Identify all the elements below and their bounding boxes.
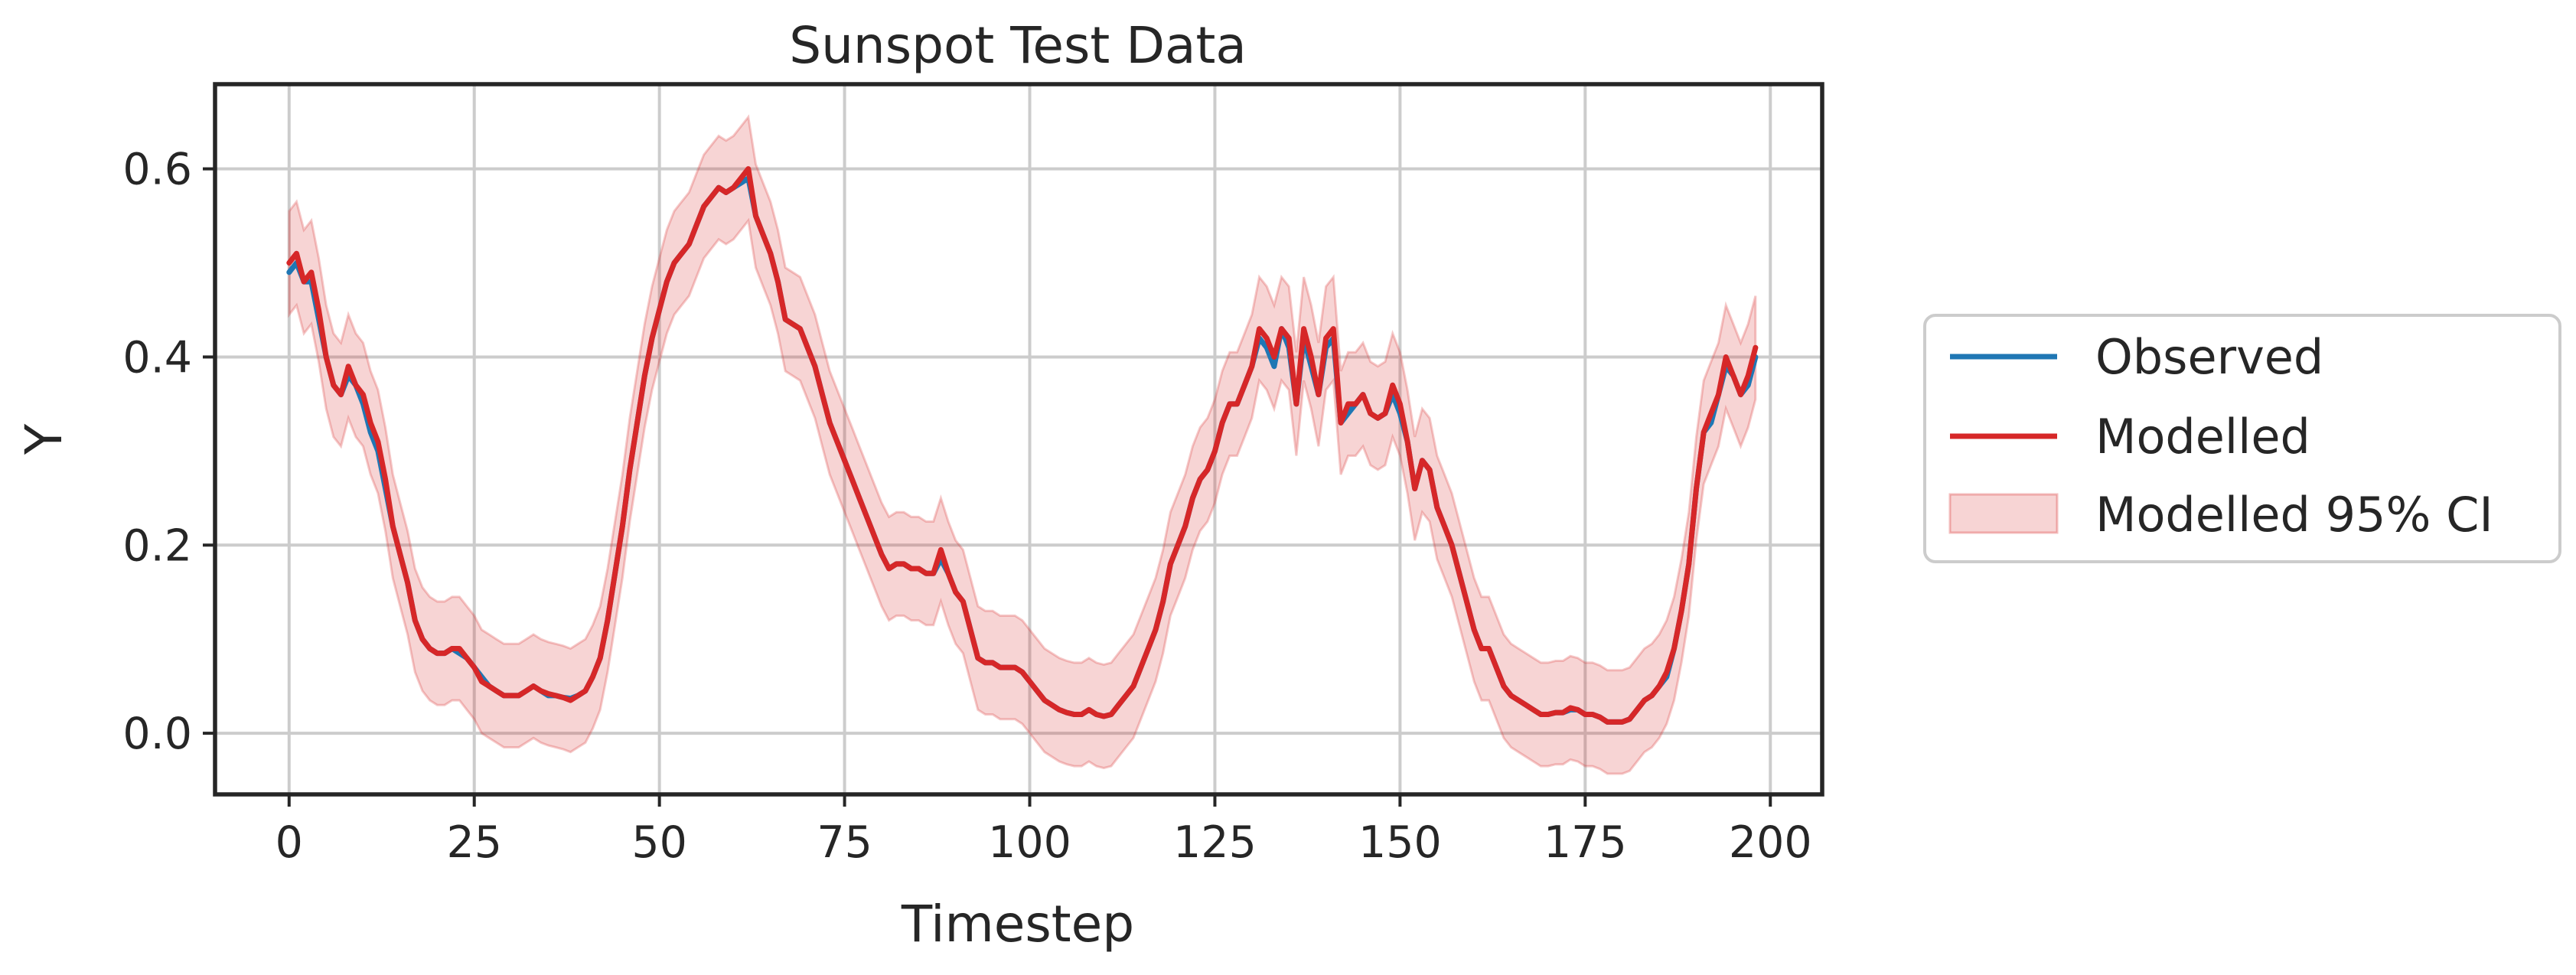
y-tick-label: 0.6 xyxy=(122,145,192,195)
legend-frame xyxy=(1923,314,2561,563)
legend-label-ci: Modelled 95% CI xyxy=(2095,487,2493,543)
series-layer xyxy=(286,166,1759,725)
ci-band xyxy=(288,114,1757,775)
x-axis-label: Timestep xyxy=(901,895,1134,954)
y-axis-ticks: 0.0 0.2 0.4 0.6 xyxy=(122,145,215,759)
x-tick-label: 150 xyxy=(1358,817,1442,868)
legend-label-modelled: Modelled xyxy=(2095,409,2310,465)
x-tick-label: 125 xyxy=(1173,817,1257,868)
plot-frame xyxy=(213,82,1824,797)
legend: Observed Modelled Modelled 95% CI xyxy=(1923,314,2561,563)
x-tick-label: 100 xyxy=(988,817,1071,868)
y-tick-label: 0.2 xyxy=(122,520,192,571)
x-tick-label: 50 xyxy=(631,817,687,868)
x-tick-label: 200 xyxy=(1729,817,1812,868)
chart-title: Sunspot Test Data xyxy=(789,16,1247,75)
modelled-line xyxy=(286,166,1759,725)
x-tick-label: 75 xyxy=(817,817,872,868)
legend-swatch-ci xyxy=(1948,493,2059,534)
y-tick-label: 0.0 xyxy=(122,709,192,759)
x-tick-label: 175 xyxy=(1544,817,1627,868)
legend-label-observed: Observed xyxy=(2095,329,2323,385)
x-tick-label: 25 xyxy=(446,817,502,868)
y-axis-label: Y xyxy=(15,423,73,455)
ci-band-layer xyxy=(288,114,1757,775)
x-axis-ticks: 0 25 50 75 100 125 150 175 200 xyxy=(276,794,1812,868)
x-tick-label: 0 xyxy=(276,817,303,868)
y-tick-label: 0.4 xyxy=(122,332,192,383)
grid-layer xyxy=(215,84,1822,794)
